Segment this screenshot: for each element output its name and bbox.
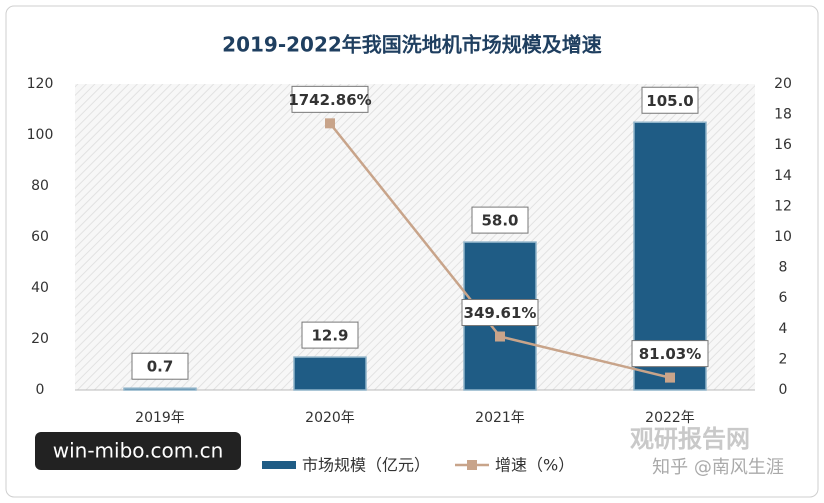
y2-tick-label: 8 [779, 260, 788, 276]
data-label: 58.0 [481, 212, 518, 230]
data-label-box [291, 85, 369, 113]
data-label: 12.9 [311, 327, 348, 345]
data-label-box [631, 340, 709, 368]
y2-tick-label: 14 [774, 168, 792, 184]
watermark-box [35, 432, 241, 470]
y-tick-label: 100 [27, 127, 54, 143]
data-label: 0.7 [147, 358, 174, 376]
data-label-box [301, 321, 359, 349]
y-tick-label: 60 [31, 229, 49, 245]
data-label: 349.61% [464, 304, 537, 322]
x-tick-label: 2019年 [135, 410, 185, 426]
y2-tick-label: 2 [779, 351, 788, 367]
chart-title: 2019-2022年我国洗地机市场规模及增速 [222, 33, 602, 57]
data-label-box [131, 352, 189, 380]
line-marker [495, 331, 505, 342]
legend-swatch [467, 460, 477, 470]
data-label-box [471, 206, 529, 234]
y2-tick-label: 0 [779, 382, 788, 398]
watermark: 观研报告网 [630, 425, 750, 453]
y2-tick-label: 10 [774, 229, 792, 245]
data-label-box [641, 86, 699, 114]
y-tick-label: 40 [31, 280, 49, 296]
y-tick-label: 80 [31, 178, 49, 194]
x-tick-label: 2022年 [645, 410, 695, 426]
data-label-box [461, 299, 539, 327]
x-tick-label: 2021年 [475, 410, 525, 426]
bar [293, 356, 367, 391]
y2-tick-label: 20 [774, 76, 792, 92]
y2-tick-label: 4 [779, 321, 788, 337]
line-marker [665, 372, 675, 383]
y-tick-label: 120 [27, 76, 54, 92]
legend-label: 增速（%） [495, 456, 574, 475]
watermark: 知乎 @南风生涯 [652, 457, 784, 478]
bar [123, 387, 197, 391]
data-label: 105.0 [646, 92, 693, 110]
y-tick-label: 20 [31, 331, 49, 347]
legend-swatch [262, 461, 296, 469]
y2-tick-label: 18 [774, 107, 792, 123]
y2-tick-label: 12 [774, 198, 792, 214]
data-label: 81.03% [639, 345, 701, 363]
y2-tick-label: 16 [774, 137, 792, 153]
data-label: 1742.86% [288, 91, 371, 109]
y-tick-label: 0 [36, 382, 45, 398]
x-tick-label: 2020年 [305, 410, 355, 426]
y2-tick-label: 6 [779, 290, 788, 306]
legend-label: 市场规模（亿元） [302, 456, 430, 475]
line-marker [325, 118, 335, 129]
watermark: win-mibo.com.cn [53, 439, 224, 463]
